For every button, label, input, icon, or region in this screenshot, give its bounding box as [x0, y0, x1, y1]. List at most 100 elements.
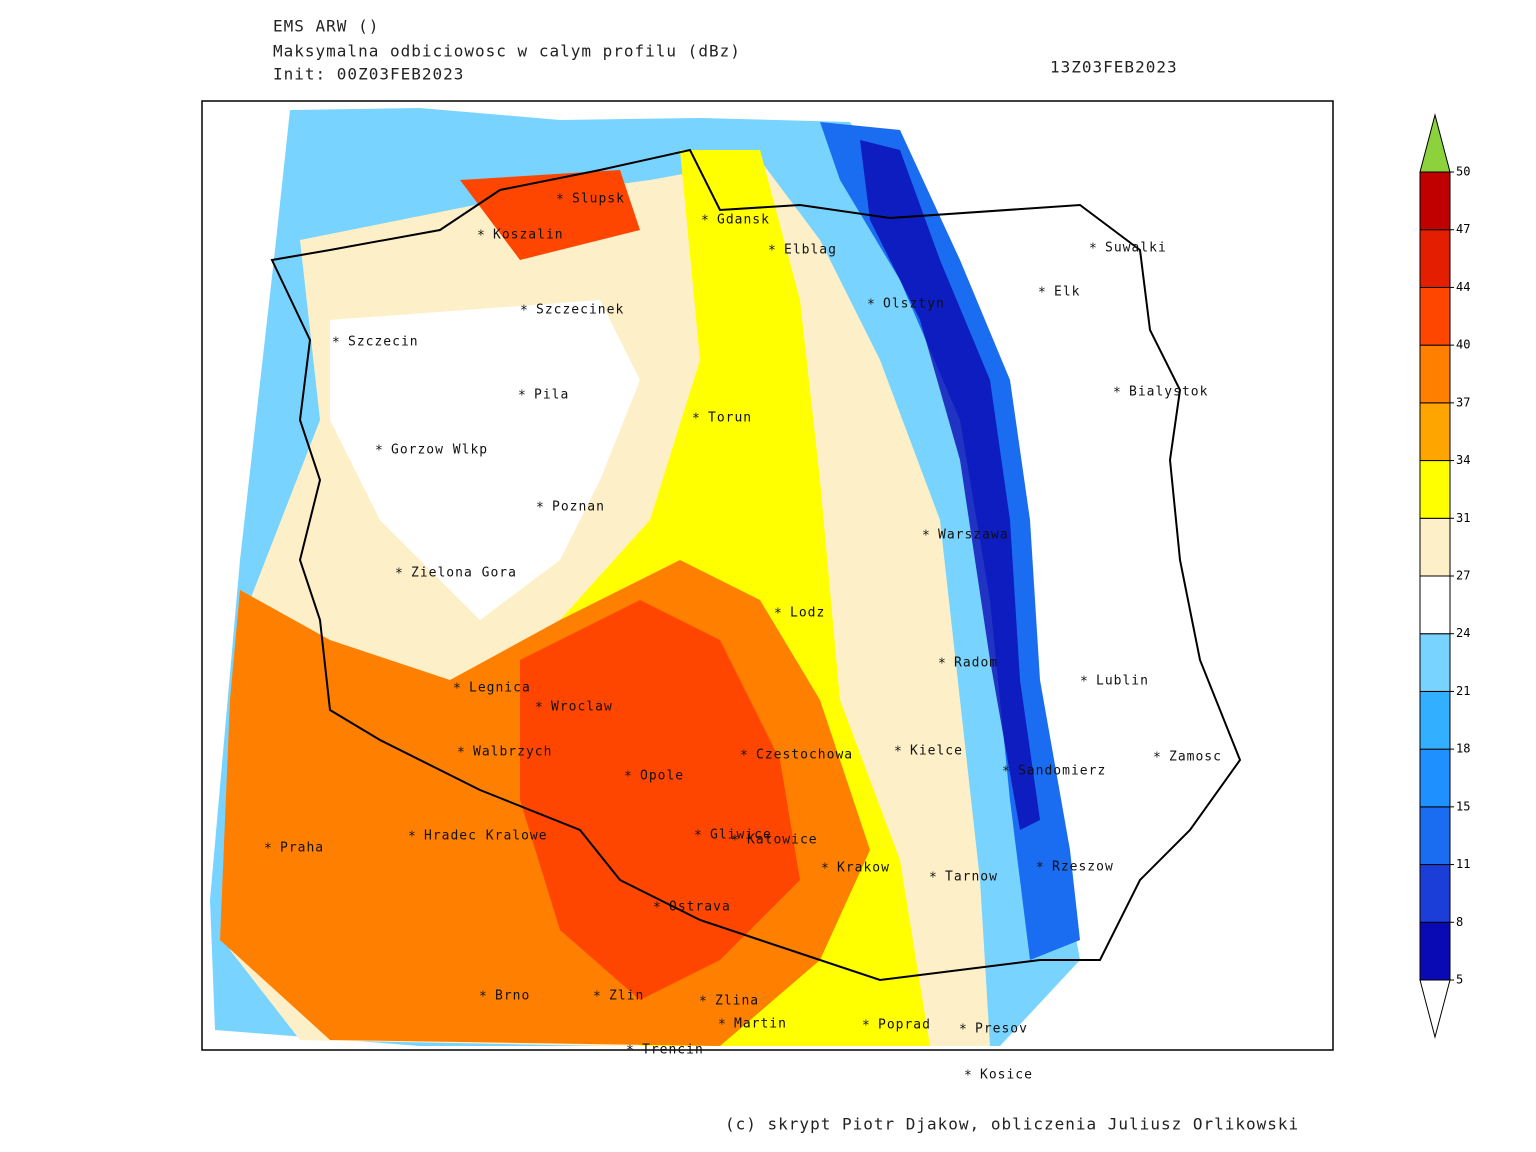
- city-marker: *: [1002, 765, 1011, 780]
- city-label: Hradec Kralowe: [424, 829, 548, 844]
- city-label: Szczecinek: [536, 303, 624, 318]
- city-label: Opole: [640, 769, 684, 784]
- radar-field-darkblue: [860, 140, 1040, 830]
- city-marker: *: [375, 444, 384, 459]
- city-label: Brno: [495, 989, 530, 1004]
- city-label: Bialystok: [1129, 385, 1208, 400]
- city-marker: *: [395, 567, 404, 582]
- city-label: Wroclaw: [551, 700, 613, 715]
- city-label: Zlin: [609, 989, 644, 1004]
- city-label: Suwalki: [1105, 241, 1167, 256]
- city-marker: *: [1113, 386, 1122, 401]
- map-area: [201, 100, 1334, 1051]
- city-marker: *: [556, 193, 565, 208]
- city-marker: *: [264, 842, 273, 857]
- city-label: Kosice: [980, 1068, 1033, 1083]
- city-label: Presov: [975, 1022, 1028, 1037]
- city-marker: *: [535, 701, 544, 716]
- city-label: Zlina: [715, 994, 759, 1009]
- city-marker: *: [626, 1044, 635, 1059]
- city-marker: *: [520, 304, 529, 319]
- city-marker: *: [867, 298, 876, 313]
- city-marker: *: [518, 389, 527, 404]
- colorbar-label: 34: [1456, 453, 1470, 467]
- radar-field-clear: [330, 300, 640, 620]
- colorbar-label: 15: [1456, 799, 1470, 813]
- city-label: Radom: [954, 656, 998, 671]
- city-marker: *: [536, 501, 545, 516]
- colorbar-label: 31: [1456, 511, 1470, 525]
- city-label: Legnica: [469, 681, 531, 696]
- city-label: Praha: [280, 841, 324, 856]
- colorbar-bin: [1419, 460, 1451, 519]
- city-marker: *: [929, 871, 938, 886]
- colorbar-bin: [1419, 690, 1451, 750]
- city-marker: *: [694, 829, 703, 844]
- city-label: Krakow: [837, 861, 890, 876]
- credit: (c) skrypt Piotr Djakow, obliczenia Juli…: [725, 1115, 1299, 1134]
- city-label: Poprad: [878, 1018, 931, 1033]
- city-label: Zamosc: [1169, 750, 1222, 765]
- city-label: Elk: [1054, 285, 1080, 300]
- colorbar-label: 24: [1456, 626, 1470, 640]
- city-marker: *: [774, 607, 783, 622]
- city-label: Torun: [708, 411, 752, 426]
- city-marker: *: [477, 229, 486, 244]
- city-label: Katowice: [747, 833, 818, 848]
- city-label: Tarnow: [945, 870, 998, 885]
- country-border: [270, 148, 1242, 982]
- city-marker: *: [718, 1018, 727, 1033]
- radar-field-red: [460, 170, 800, 1000]
- city-label: Sandomierz: [1018, 764, 1106, 779]
- city-label: Gorzow Wlkp: [391, 443, 488, 458]
- colorbar-bin: [1419, 748, 1451, 808]
- colorbar-under: [1419, 979, 1451, 1039]
- city-marker: *: [862, 1019, 871, 1034]
- colorbar-bin: [1419, 229, 1451, 288]
- city-marker: *: [1038, 286, 1047, 301]
- colorbar-bin: [1419, 806, 1451, 866]
- city-marker: *: [457, 746, 466, 761]
- city-marker: *: [821, 862, 830, 877]
- colorbar-label: 37: [1456, 395, 1470, 409]
- city-marker: *: [1153, 751, 1162, 766]
- colorbar-bin: [1419, 517, 1451, 577]
- city-label: Kielce: [910, 744, 963, 759]
- city-marker: *: [699, 995, 708, 1010]
- city-marker: *: [731, 834, 740, 849]
- city-marker: *: [1089, 242, 1098, 257]
- city-label: Martin: [734, 1017, 787, 1032]
- city-label: Lublin: [1096, 674, 1149, 689]
- colorbar-label: 44: [1456, 280, 1470, 294]
- colorbar-label: 8: [1456, 915, 1463, 929]
- colorbar-label: 27: [1456, 569, 1470, 583]
- colorbar-bin: [1419, 344, 1451, 404]
- city-label: Ostrava: [669, 900, 731, 915]
- city-marker: *: [1080, 675, 1089, 690]
- valid-time: 13Z03FEB2023: [1050, 58, 1178, 77]
- city-label: Olsztyn: [883, 297, 945, 312]
- map-title: Maksymalna odbiciowosc w calym profilu (…: [273, 42, 741, 61]
- city-label: Slupsk: [572, 192, 625, 207]
- city-label: Pila: [534, 388, 569, 403]
- colorbar-over: [1419, 113, 1451, 173]
- city-label: Czestochowa: [756, 748, 853, 763]
- city-marker: *: [653, 901, 662, 916]
- city-marker: *: [894, 745, 903, 760]
- colorbar: 5 8 11 15 18 21 24 27 31 34 37 40 44 47 50: [1419, 113, 1470, 1039]
- colorbar-bin: [1419, 864, 1451, 923]
- city-marker: *: [593, 990, 602, 1005]
- colorbar-label: 47: [1456, 222, 1470, 236]
- city-marker: *: [1036, 861, 1045, 876]
- colorbar-label: 21: [1456, 684, 1470, 698]
- city-marker: *: [624, 770, 633, 785]
- init-time: Init: 00Z03FEB2023: [273, 65, 464, 84]
- colorbar-label: 5: [1456, 973, 1463, 987]
- city-marker: *: [408, 830, 417, 845]
- colorbar-label: 11: [1456, 857, 1470, 871]
- city-marker: *: [692, 412, 701, 427]
- colorbar-bin: [1419, 633, 1451, 692]
- colorbar-label: 50: [1456, 165, 1470, 179]
